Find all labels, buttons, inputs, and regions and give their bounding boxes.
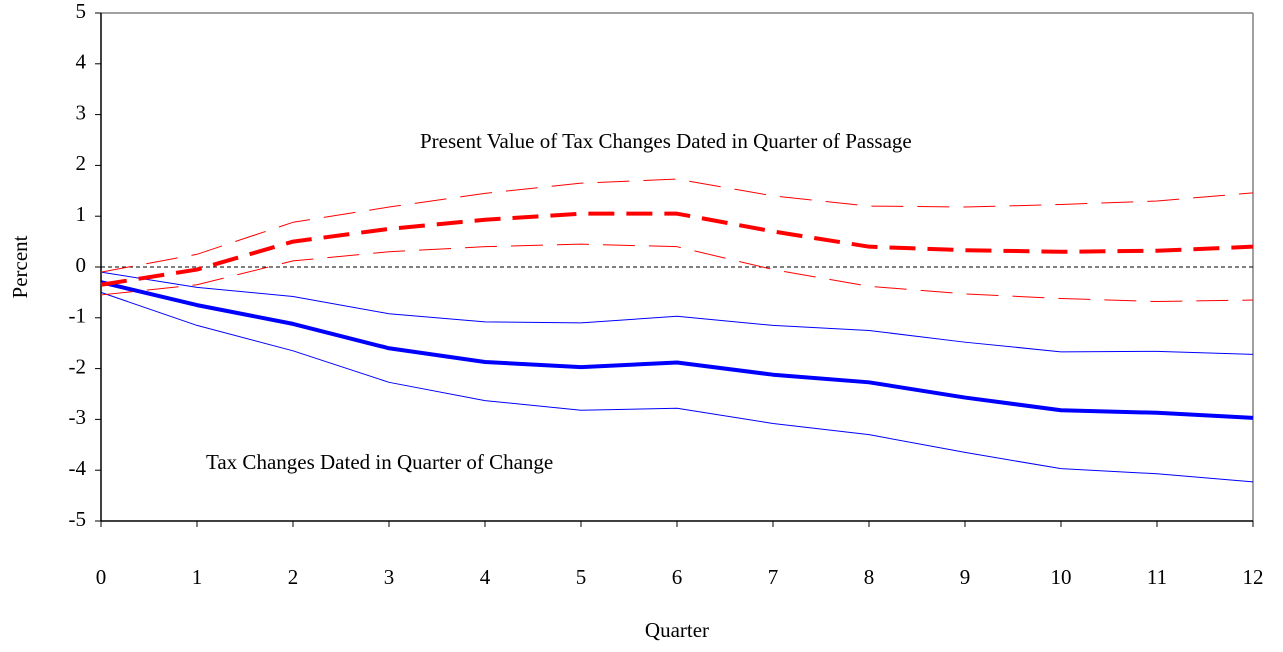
series-line — [100, 271, 1254, 355]
x-tick-label: 9 — [960, 565, 971, 589]
x-tick-label: 8 — [864, 565, 875, 589]
y-tick-label: -5 — [69, 507, 87, 531]
y-tick-label: 0 — [76, 253, 87, 277]
y-axis-label: Percent — [8, 235, 32, 298]
y-tick-label: -4 — [69, 456, 87, 480]
y-tick-label: 2 — [76, 151, 87, 175]
x-tick-label: 7 — [768, 565, 779, 589]
x-axis-label: Quarter — [645, 618, 709, 642]
x-tick-label: 11 — [1147, 565, 1167, 589]
x-tick-label: 0 — [96, 565, 107, 589]
y-tick-label: -2 — [69, 354, 87, 378]
y-tick-label: 4 — [76, 50, 87, 74]
y-tick-label: 3 — [76, 100, 87, 124]
series-line — [100, 291, 1254, 483]
x-tick-label: 12 — [1243, 565, 1264, 589]
series-line — [100, 243, 1254, 303]
x-tick-label: 3 — [384, 565, 395, 589]
series-line — [100, 178, 1254, 273]
y-tick-label: 1 — [76, 202, 87, 226]
annotation: Present Value of Tax Changes Dated in Qu… — [420, 129, 912, 153]
y-tick-label: -1 — [69, 304, 87, 328]
x-tick-label: 1 — [192, 565, 203, 589]
x-tick-label: 5 — [576, 565, 587, 589]
x-tick-label: 2 — [288, 565, 299, 589]
x-tick-label: 4 — [480, 565, 491, 589]
y-tick-label: -3 — [69, 405, 87, 429]
annotation: Tax Changes Dated in Quarter of Change — [206, 450, 553, 474]
x-tick-label: 10 — [1051, 565, 1072, 589]
x-tick-label: 6 — [672, 565, 683, 589]
y-tick-label: 5 — [76, 0, 87, 23]
series-line — [100, 211, 1254, 287]
series-line — [100, 280, 1254, 420]
